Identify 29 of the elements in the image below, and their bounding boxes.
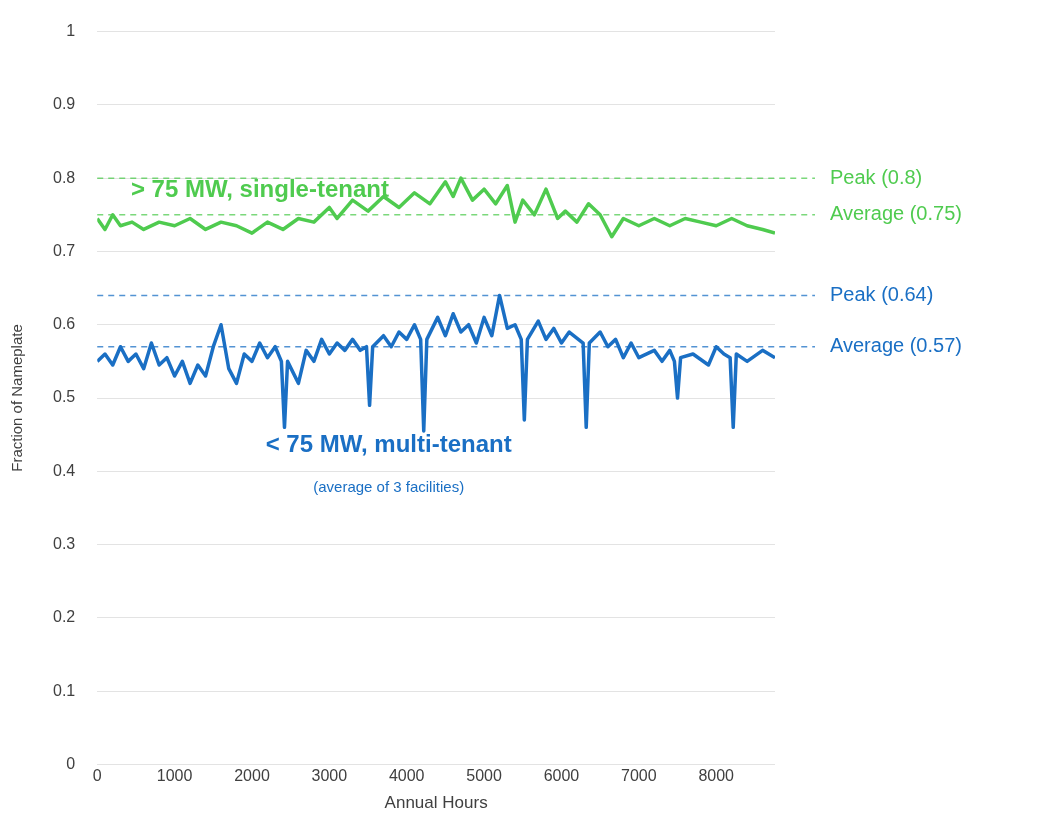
ref-line-label: Peak (0.64)	[830, 282, 934, 305]
y-tick-label: 0.5	[52, 388, 76, 406]
y-tick-label: 1	[66, 22, 76, 40]
y-tick-label: 0.2	[52, 608, 76, 626]
x-tick-label: 3000	[311, 767, 348, 785]
annotation: (average of 3 facilities)	[313, 478, 465, 496]
x-tick-label: 6000	[543, 767, 580, 785]
ref-line-label: Peak (0.8)	[830, 165, 923, 188]
x-tick-label: 1000	[156, 767, 193, 785]
x-tick-label: 4000	[388, 767, 425, 785]
series-label: < 75 MW, multi-tenant	[265, 430, 512, 458]
ref-line-label: Average (0.75)	[830, 202, 962, 225]
y-axis-title: Fraction of Nameplate	[8, 324, 26, 472]
y-tick-label: 0.7	[52, 241, 76, 259]
y-tick-label: 0	[66, 754, 76, 772]
y-tick-label: 0.8	[52, 168, 76, 186]
x-tick-label: 7000	[621, 767, 657, 785]
x-axis-title: Annual Hours	[384, 793, 488, 813]
y-tick-label: 0.1	[52, 681, 76, 699]
ref-line-label: Average (0.57)	[830, 334, 962, 357]
series-label: > 75 MW, single-tenant	[130, 175, 389, 203]
x-tick-label: 8000	[698, 767, 735, 785]
x-tick-label: 5000	[466, 767, 502, 785]
x-tick-label: 2000	[234, 767, 270, 785]
y-tick-label: 0.6	[52, 315, 76, 333]
y-tick-label: 0.3	[52, 534, 76, 552]
y-tick-label: 0.9	[52, 95, 76, 113]
x-tick-label: 0	[92, 767, 102, 785]
y-tick-label: 0.4	[52, 461, 76, 479]
